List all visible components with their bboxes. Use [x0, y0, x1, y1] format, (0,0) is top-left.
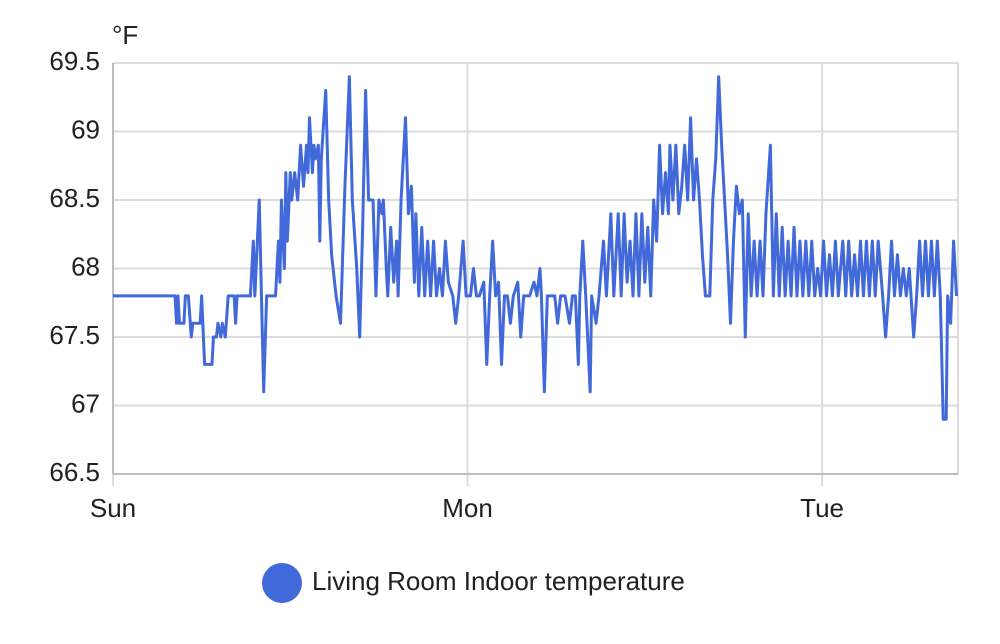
y-tick-label: 67 — [71, 388, 100, 418]
legend-label: Living Room Indoor temperature — [312, 566, 685, 596]
y-tick-label: 66.5 — [49, 457, 100, 487]
x-tick-label: Sun — [90, 493, 136, 523]
y-tick-label: 69 — [71, 114, 100, 144]
y-unit: °F — [112, 20, 138, 50]
y-tick-label: 69.5 — [49, 46, 100, 76]
y-tick-label: 68.5 — [49, 183, 100, 213]
x-tick-label: Mon — [442, 493, 493, 523]
x-tick-label: Tue — [800, 493, 844, 523]
y-tick-label: 67.5 — [49, 320, 100, 350]
series-line — [113, 75, 959, 421]
y-tick-label: 68 — [71, 251, 100, 281]
legend-swatch — [262, 563, 302, 603]
